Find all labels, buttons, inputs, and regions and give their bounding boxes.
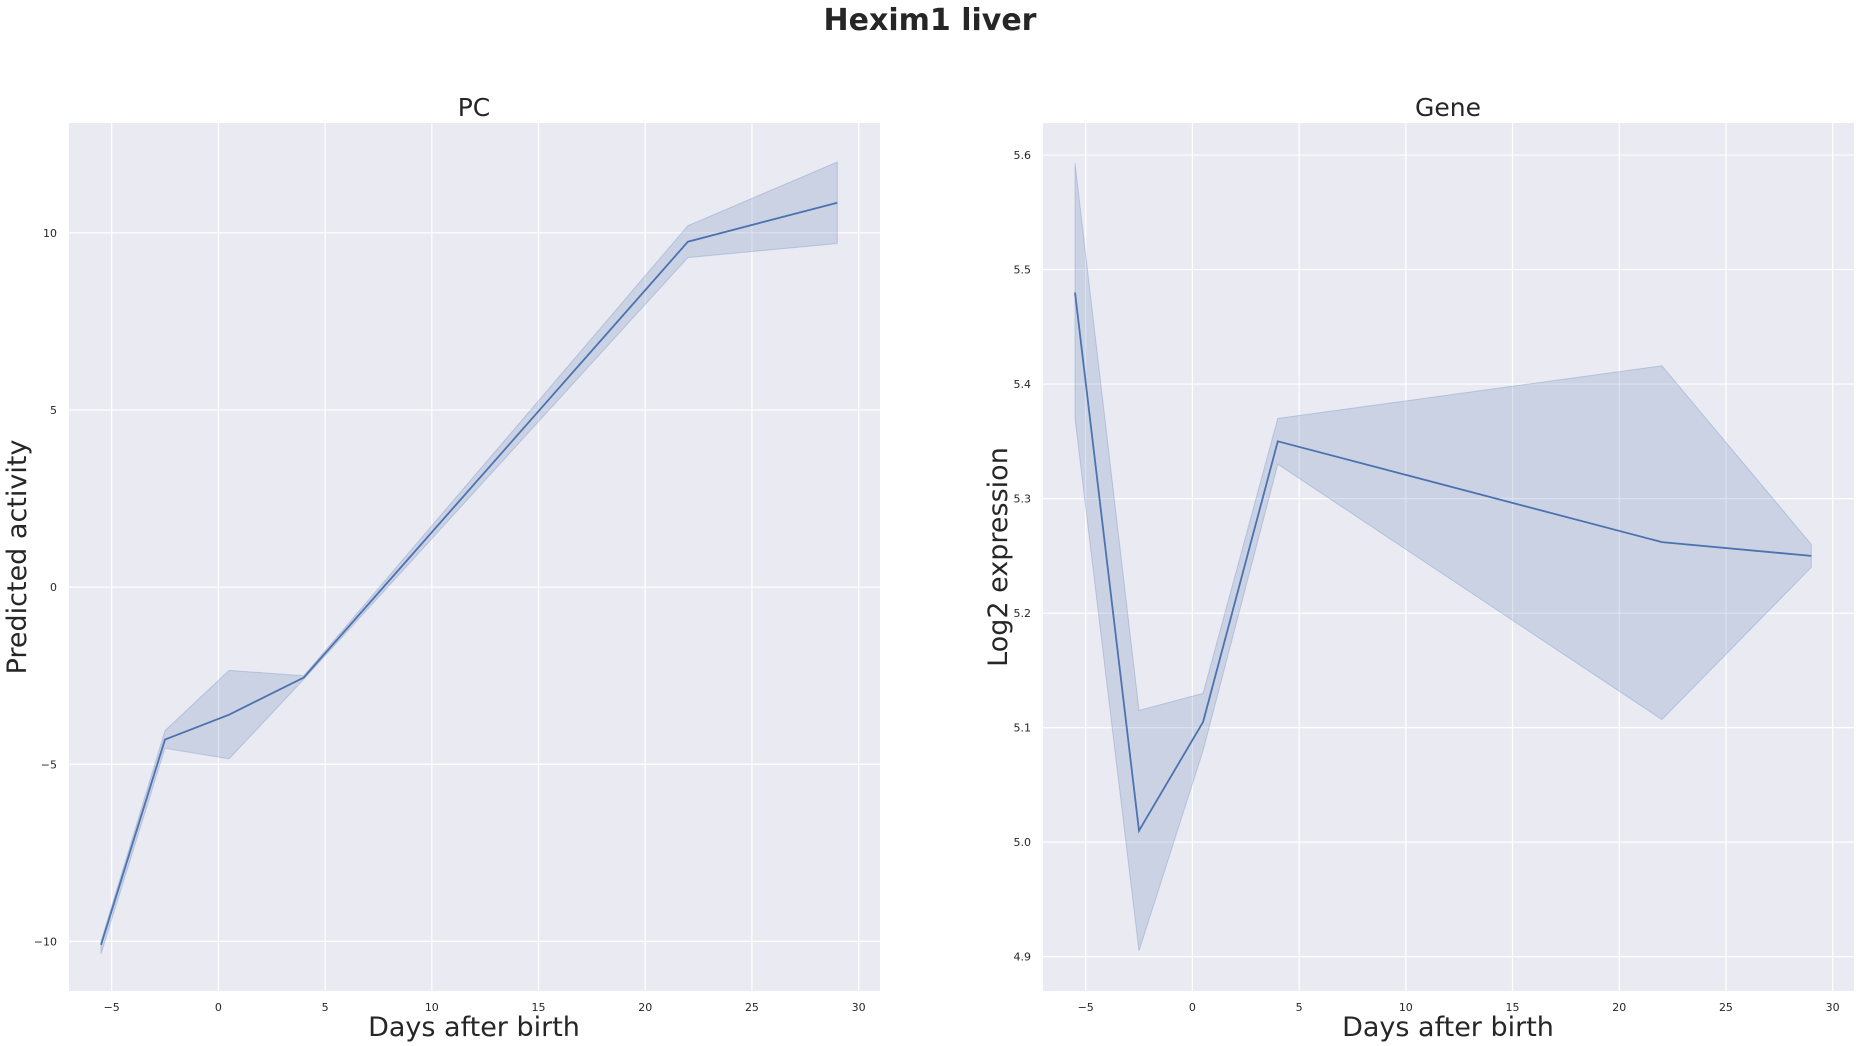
y-tick-label-pc-1: −5 [41,758,57,771]
y-tick-label-gene-6: 5.5 [1014,264,1032,277]
x-axis-label-gene: Days after birth [1342,1012,1554,1043]
x-tick-label-pc-6: 25 [745,1001,759,1014]
x-tick-label-pc-2: 5 [322,1001,329,1014]
series-line-gene [1074,292,1812,834]
x-tick-label-gene-5: 20 [1612,1001,1626,1014]
y-axis-label-gene: Log2 expression [983,447,1014,667]
y-tick-label-gene-4: 5.3 [1014,493,1032,506]
y-tick-label-pc-0: −10 [34,935,57,948]
x-tick-label-pc-4: 15 [532,1001,546,1014]
y-axis-label-pc: Predicted activity [2,440,33,675]
series-line-pc [100,201,838,946]
x-tick-label-gene-7: 30 [1826,1001,1840,1014]
y-tick-label-gene-1: 5.0 [1014,836,1032,849]
x-tick-label-pc-0: −5 [104,1001,120,1014]
y-tick-label-gene-0: 4.9 [1014,951,1032,964]
y-tick-labels-pc: −10 −5 0 5 10 [34,227,57,949]
x-tick-labels-gene: −5 0 5 10 15 20 25 30 [1078,1001,1840,1014]
y-tick-label-gene-2: 5.1 [1014,722,1032,735]
y-tick-label-pc-2: 0 [50,581,57,594]
y-tick-label-pc-3: 5 [50,404,57,417]
x-tick-label-gene-4: 15 [1506,1001,1520,1014]
x-tick-label-pc-1: 0 [215,1001,222,1014]
x-axis-label-pc: Days after birth [368,1012,580,1043]
plot-area-pc [69,123,880,991]
x-tick-labels-pc: −5 0 5 10 15 20 25 30 [104,1001,866,1014]
plot-area-gene [1043,123,1854,991]
x-tick-label-pc-7: 30 [852,1001,866,1014]
panel-pc: −5 0 5 10 15 20 25 30 −10 −5 0 5 10 PC Days after b… [2,93,880,1043]
confidence-band-pc [100,161,838,954]
x-tick-label-pc-3: 10 [425,1001,439,1014]
y-tick-labels-gene: 4.9 5.0 5.1 5.2 5.3 5.4 5.5 5.6 [1014,149,1032,964]
panel-title-gene: Gene [1415,93,1481,122]
y-tick-label-gene-3: 5.2 [1014,607,1032,620]
grid-pc [69,123,880,991]
panel-gene: −5 0 5 10 15 20 25 30 4.95.05.15.25.35.45.55.6 … [983,93,1854,1043]
figure-title: Hexim1 liver [824,3,1037,38]
y-tick-label-gene-5: 5.4 [1014,378,1032,391]
x-tick-label-gene-6: 25 [1719,1001,1733,1014]
x-tick-label-gene-2: 5 [1296,1001,1303,1014]
panel-title-pc: PC [458,93,491,122]
confidence-band-gene [1074,163,1812,952]
grid-gene [1043,123,1854,991]
x-tick-label-gene-3: 10 [1399,1001,1413,1014]
x-tick-label-gene-0: −5 [1078,1001,1094,1014]
y-tick-label-gene-7: 5.6 [1014,149,1032,162]
x-tick-label-pc-5: 20 [638,1001,652,1014]
y-tick-label-pc-4: 10 [43,227,57,240]
x-tick-label-gene-1: 0 [1189,1001,1196,1014]
